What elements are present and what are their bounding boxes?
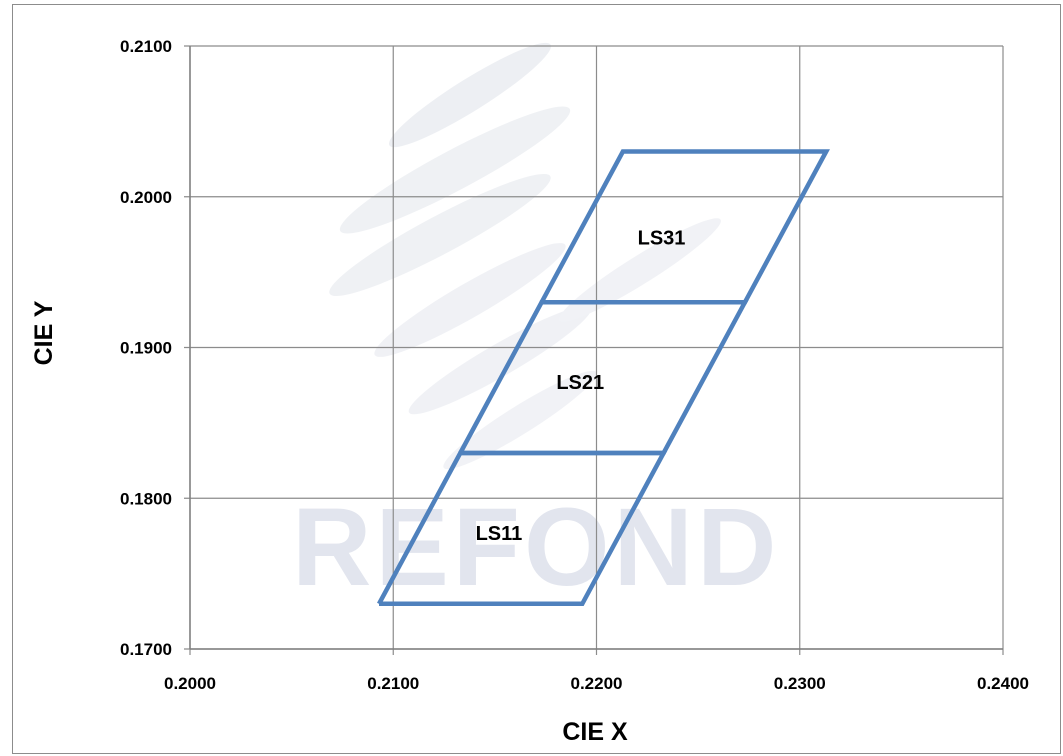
- region-outline-ls31: [539, 149, 830, 305]
- x-tick-label: 0.2400: [977, 674, 1029, 693]
- y-tick-label: 0.1800: [120, 489, 172, 508]
- y-tick-label: 0.2000: [120, 188, 172, 207]
- tick-labels: 0.2000 0.2100 0.2200 0.2300 0.2400 0.1700 0.18…: [120, 37, 1029, 693]
- grid: [184, 45, 1004, 655]
- x-tick-label: 0.2000: [164, 674, 216, 693]
- y-tick-label: 0.1700: [120, 640, 172, 659]
- y-axis-title: CIE Y: [30, 300, 58, 365]
- watermark-layer: REFOND: [292, 42, 780, 609]
- x-tick-label: 0.2100: [367, 674, 419, 693]
- x-tick-label: 0.2200: [571, 674, 623, 693]
- x-tick-label: 0.2300: [774, 674, 826, 693]
- region-label-ls31: LS31: [638, 227, 686, 249]
- region-label-ls21: LS21: [556, 372, 604, 394]
- x-axis-title: CIE X: [562, 718, 628, 746]
- y-tick-label: 0.1900: [120, 339, 172, 358]
- series-layer: [377, 149, 830, 607]
- y-tick-label: 0.2100: [120, 37, 172, 56]
- region-label-ls11: LS11: [476, 523, 523, 545]
- watermark-text: REFOND: [292, 486, 780, 609]
- watermark-swirl: [329, 42, 721, 470]
- region-labels: LS11 LS21 LS31: [476, 227, 686, 544]
